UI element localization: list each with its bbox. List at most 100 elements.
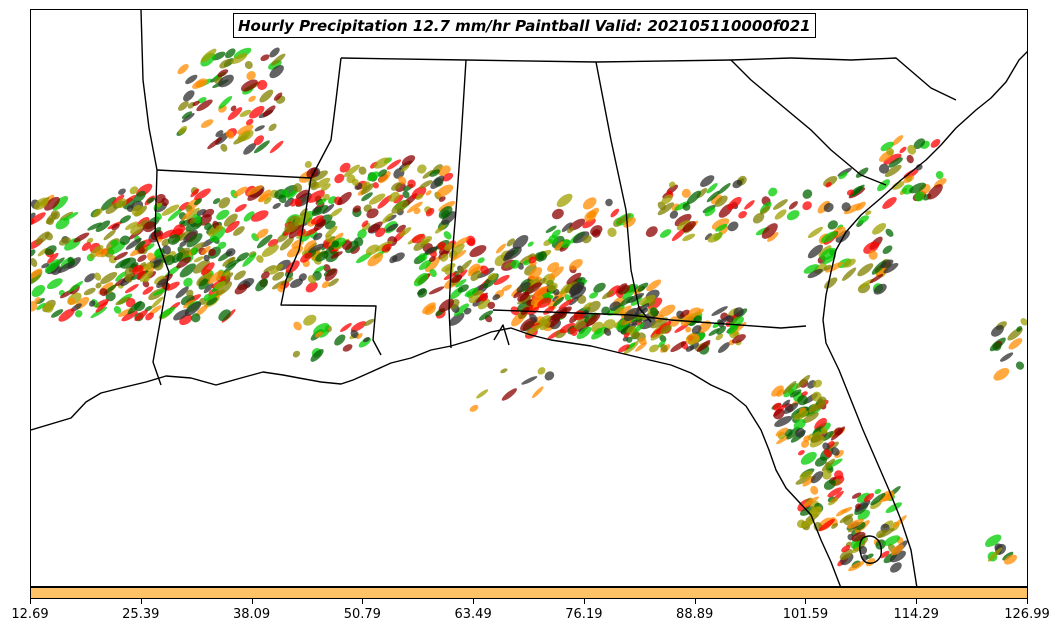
colorbar-tick bbox=[916, 599, 918, 604]
precip-paintball bbox=[44, 259, 60, 274]
precip-paintball bbox=[878, 492, 894, 503]
precip-paintball bbox=[442, 172, 454, 182]
precip-paintball bbox=[834, 427, 843, 436]
precip-paintball bbox=[108, 241, 126, 255]
precip-paintball bbox=[81, 242, 92, 252]
precip-paintball bbox=[272, 202, 281, 209]
precip-paintball bbox=[95, 282, 102, 289]
precip-paintball bbox=[858, 215, 869, 224]
precip-paintball bbox=[681, 188, 691, 198]
precip-paintball bbox=[670, 341, 687, 353]
precip-paintball bbox=[820, 231, 838, 243]
precip-paintball bbox=[771, 385, 784, 397]
precip-paintball bbox=[890, 562, 902, 573]
precip-paintball bbox=[67, 256, 76, 266]
precip-paintball bbox=[161, 238, 170, 247]
precip-paintball bbox=[310, 348, 324, 362]
colorbar-tick-label: 101.59 bbox=[782, 607, 829, 622]
precip-paintball bbox=[810, 485, 819, 495]
precip-paintball bbox=[450, 250, 467, 262]
precip-paintball bbox=[181, 207, 195, 221]
precip-paintball bbox=[340, 322, 352, 333]
precip-paintball bbox=[467, 265, 484, 277]
precip-paintball bbox=[86, 237, 94, 244]
precip-paintball bbox=[330, 207, 343, 217]
precip-paintball bbox=[645, 226, 658, 238]
precip-paintball bbox=[464, 287, 479, 297]
precip-paintball bbox=[450, 274, 463, 283]
precip-paintball bbox=[310, 215, 324, 225]
precip-paintball bbox=[417, 164, 427, 174]
precip-paintball bbox=[824, 277, 838, 289]
precip-paintball bbox=[440, 253, 449, 262]
precip-paintball bbox=[501, 284, 512, 292]
precip-paintball bbox=[880, 259, 894, 269]
precip-paintball bbox=[814, 417, 827, 431]
map-canvas bbox=[31, 10, 1027, 586]
precip-paintball bbox=[315, 177, 331, 189]
precip-paintball bbox=[822, 254, 836, 265]
precip-paintball bbox=[480, 265, 489, 275]
precip-paintball bbox=[637, 286, 646, 292]
precip-paintball bbox=[618, 344, 630, 353]
precip-paintball bbox=[691, 325, 702, 334]
precip-paintball bbox=[303, 314, 317, 326]
precip-paintball bbox=[548, 266, 564, 280]
precip-paintball bbox=[156, 278, 168, 289]
precip-paintball bbox=[137, 254, 147, 262]
precip-paintball bbox=[273, 92, 283, 101]
precip-paintball bbox=[591, 229, 601, 238]
precip-paintball bbox=[863, 241, 880, 254]
precip-paintball bbox=[449, 312, 465, 326]
precip-paintball bbox=[113, 251, 128, 261]
precip-paintball bbox=[222, 270, 231, 277]
precip-paintball bbox=[668, 181, 676, 188]
precip-paintball bbox=[692, 308, 704, 319]
precip-paintball bbox=[313, 232, 323, 241]
precip-paintball bbox=[985, 534, 1002, 547]
precip-paintball bbox=[325, 225, 338, 238]
precip-paintball bbox=[452, 237, 469, 249]
state-border-fl-north bbox=[492, 309, 807, 329]
precip-paintball bbox=[398, 176, 407, 185]
precip-paintball bbox=[800, 451, 817, 465]
precip-paintball bbox=[706, 182, 718, 194]
precip-paintball bbox=[351, 178, 359, 187]
precip-paintball bbox=[418, 259, 432, 271]
precip-paintball bbox=[353, 237, 364, 247]
precip-paintball bbox=[125, 298, 136, 308]
precip-paintball bbox=[280, 277, 294, 285]
precip-paintball bbox=[888, 157, 903, 168]
precip-paintball bbox=[31, 301, 38, 312]
precip-paintball bbox=[760, 205, 771, 215]
precip-paintball bbox=[825, 261, 843, 273]
precip-paintball bbox=[772, 199, 788, 210]
precip-paintball bbox=[68, 281, 84, 293]
precip-paintball bbox=[225, 220, 240, 233]
precip-paintball bbox=[869, 273, 884, 284]
state-border-nc-sc bbox=[790, 57, 957, 101]
precip-paintball bbox=[208, 248, 216, 257]
precip-paintball bbox=[206, 297, 218, 306]
precip-paintball bbox=[889, 550, 906, 563]
precip-paintball bbox=[159, 306, 176, 319]
precip-paintball bbox=[287, 189, 299, 200]
precip-paintball bbox=[706, 190, 720, 203]
state-border-ga-sc bbox=[730, 59, 887, 186]
precip-paintball bbox=[177, 63, 189, 75]
precip-paintball bbox=[1016, 326, 1023, 332]
precip-paintball bbox=[883, 153, 902, 165]
precip-paintball bbox=[638, 294, 656, 306]
precip-paintball bbox=[284, 221, 299, 233]
precip-paintball bbox=[727, 196, 742, 210]
precip-paintball bbox=[660, 344, 668, 353]
precip-paintball bbox=[838, 171, 848, 180]
precip-paintball bbox=[569, 283, 583, 296]
precip-paintball bbox=[406, 201, 423, 213]
precip-paintball bbox=[362, 337, 371, 343]
precip-paintball bbox=[372, 182, 379, 189]
precip-paintball bbox=[438, 298, 454, 313]
precip-paintball bbox=[469, 245, 487, 258]
precip-paintball bbox=[572, 231, 590, 244]
precip-paintball bbox=[256, 255, 264, 263]
